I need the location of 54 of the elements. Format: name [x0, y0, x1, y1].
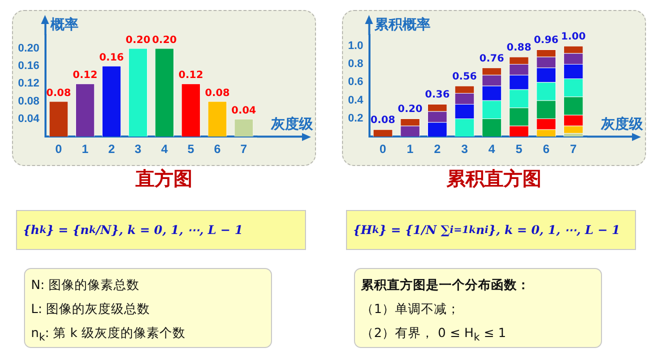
y-axis-title: 概率 [49, 16, 78, 33]
data-label: 0.12 [178, 70, 204, 82]
x-tick-label: 0 [55, 142, 62, 156]
x-axis-title: 灰度级 [270, 116, 314, 133]
y-tick-label: 0.20 [18, 42, 40, 54]
total-label: 0.88 [506, 42, 532, 54]
data-label: 0.08 [46, 88, 72, 99]
text: 累积直方图是一个分布函数： [361, 276, 531, 294]
y-tick-label: 0.12 [18, 78, 40, 90]
data-label: 0.04 [231, 106, 256, 117]
x-tick-label: 2 [434, 142, 441, 156]
data-label: 0.20 [126, 34, 150, 46]
x-tick-label: 7 [570, 142, 578, 156]
x-tick-label: 1 [82, 142, 89, 156]
x-tick-label: 3 [134, 142, 142, 156]
y-axis-title: 累积概率 [373, 16, 430, 33]
x-tick-label: 6 [214, 142, 221, 156]
x-tick-label: 0 [380, 142, 387, 156]
y-tick-label: 0.4 [348, 94, 364, 106]
x-tick-label: 2 [108, 142, 116, 156]
data-label: 0.20 [152, 34, 177, 46]
data-label: 0.08 [204, 88, 230, 99]
y-tick-label: 1.0 [348, 40, 364, 52]
x-tick-label: 4 [161, 142, 168, 156]
text: （1）单调不减； [361, 300, 461, 318]
total-label: 0.20 [398, 104, 422, 116]
data-label: 0.16 [99, 52, 124, 64]
total-label: 1.00 [561, 31, 586, 42]
x-tick-label: 4 [488, 142, 496, 156]
text: 直方图 [134, 167, 194, 192]
x-axis-title: 灰度级 [600, 116, 644, 133]
text: N: 图像的像素总数 [31, 276, 141, 294]
total-label: 0.56 [452, 71, 477, 82]
data-label: 0.12 [72, 70, 98, 82]
total-label: 0.36 [424, 90, 450, 101]
x-tick-label: 3 [461, 142, 468, 156]
text: L: 图像的灰度级总数 [31, 300, 152, 318]
y-tick-label: 0.16 [18, 60, 40, 72]
y-tick-label: 0.6 [348, 76, 364, 88]
x-tick-label: 5 [188, 142, 195, 156]
total-label: 0.08 [370, 114, 396, 126]
y-tick-label: 0.08 [18, 95, 40, 108]
text: n$_{k}$: 第 k 级灰度的像素个数 [31, 324, 186, 345]
y-tick-label: 0.04 [18, 112, 40, 125]
x-tick-label: 7 [240, 142, 248, 156]
text: （2）有界， 0 ≤ H$_{k}$ ≤ 1 [361, 324, 508, 345]
y-tick-label: 0.8 [348, 58, 364, 70]
x-tick-label: 1 [406, 142, 414, 156]
total-label: 0.96 [534, 35, 559, 46]
x-tick-label: 6 [542, 142, 550, 156]
y-tick-label: 0.2 [348, 112, 364, 124]
x-tick-label: 5 [516, 142, 523, 156]
text: 累积直方图 [446, 167, 542, 192]
total-label: 0.76 [479, 53, 504, 64]
